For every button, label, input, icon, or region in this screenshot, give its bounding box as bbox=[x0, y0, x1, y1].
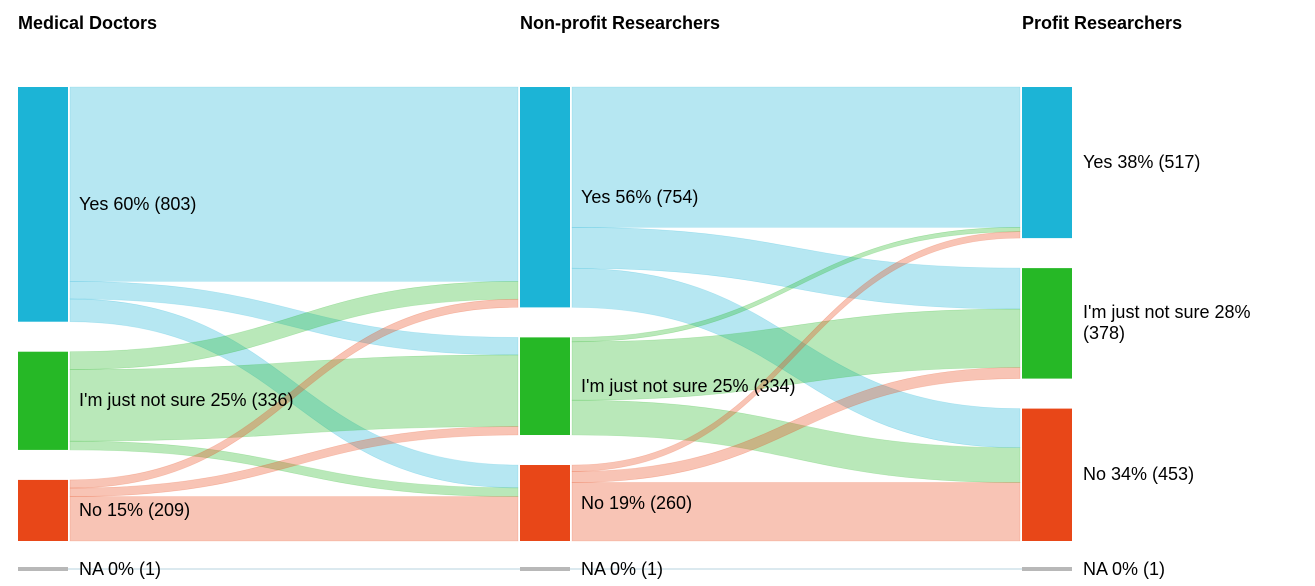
flow-no-to-yes bbox=[69, 298, 519, 489]
node-label-no: No 19% (260) bbox=[581, 492, 693, 513]
flow-yes-to-yes bbox=[571, 86, 1021, 228]
node-label-no: No 15% (209) bbox=[79, 499, 191, 520]
flow-yes-to-no bbox=[571, 267, 1021, 449]
column-title-medical-doctors: Medical Doctors bbox=[18, 13, 158, 33]
flow-no-to-yes bbox=[571, 231, 1021, 472]
node-label-na: NA 0% (1) bbox=[1083, 558, 1166, 579]
flow-yes-to-i-m-just-not-sure bbox=[571, 226, 1021, 310]
flow-yes-to-i-m-just-not-sure bbox=[69, 281, 519, 356]
node-label-na: NA 0% (1) bbox=[79, 558, 162, 579]
flow-no-to-no bbox=[571, 482, 1021, 542]
column-title-profit-researchers: Profit Researchers bbox=[1022, 13, 1183, 33]
node-medical-doctors-i-m-just-not-sure bbox=[18, 351, 68, 450]
node-label-yes: Yes 56% (754) bbox=[581, 186, 699, 207]
node-non-profit-researchers-i-m-just-not-sure bbox=[520, 337, 570, 436]
flow-i-m-just-not-sure-to-i-m-just-not-sure bbox=[69, 354, 519, 442]
flow-i-m-just-not-sure-to-no bbox=[571, 399, 1021, 483]
flow-i-m-just-not-sure-to-no bbox=[69, 440, 519, 497]
node-label-i-m-just-not-sure: I'm just not sure 28% (378) bbox=[1083, 302, 1251, 344]
node-profit-researchers-yes bbox=[1022, 87, 1072, 239]
node-non-profit-researchers-no bbox=[520, 465, 570, 541]
flow-i-m-just-not-sure-to-yes bbox=[69, 281, 519, 370]
flow-yes-to-yes bbox=[69, 86, 519, 282]
column-title-nonprofit-researchers: Non-profit Researchers bbox=[520, 13, 721, 33]
node-profit-researchers-i-m-just-not-sure bbox=[1022, 268, 1072, 379]
node-label-na: NA 0% (1) bbox=[581, 558, 664, 579]
flow-no-to-no bbox=[69, 496, 519, 542]
node-non-profit-researchers-yes bbox=[520, 87, 570, 308]
node-profit-researchers-na bbox=[1022, 567, 1072, 571]
node-medical-doctors-yes bbox=[18, 87, 68, 322]
flow-i-m-just-not-sure-to-i-m-just-not-sure bbox=[571, 308, 1021, 401]
node-label-i-m-just-not-sure: I'm just not sure 25% (336) bbox=[79, 390, 294, 411]
node-label-no: No 34% (453) bbox=[1083, 464, 1195, 485]
node-profit-researchers-no bbox=[1022, 408, 1072, 541]
flow-no-to-i-m-just-not-sure bbox=[69, 426, 519, 497]
node-label-yes: Yes 60% (803) bbox=[79, 193, 197, 214]
flow-no-to-i-m-just-not-sure bbox=[571, 367, 1021, 483]
node-label-yes: Yes 38% (517) bbox=[1083, 152, 1201, 173]
flow-yes-to-no bbox=[69, 298, 519, 489]
node-medical-doctors-no bbox=[18, 479, 68, 541]
flow-i-m-just-not-sure-to-yes bbox=[571, 226, 1021, 343]
node-medical-doctors-na bbox=[18, 567, 68, 571]
node-non-profit-researchers-na bbox=[520, 567, 570, 571]
node-label-i-m-just-not-sure: I'm just not sure 25% (334) bbox=[581, 375, 796, 396]
